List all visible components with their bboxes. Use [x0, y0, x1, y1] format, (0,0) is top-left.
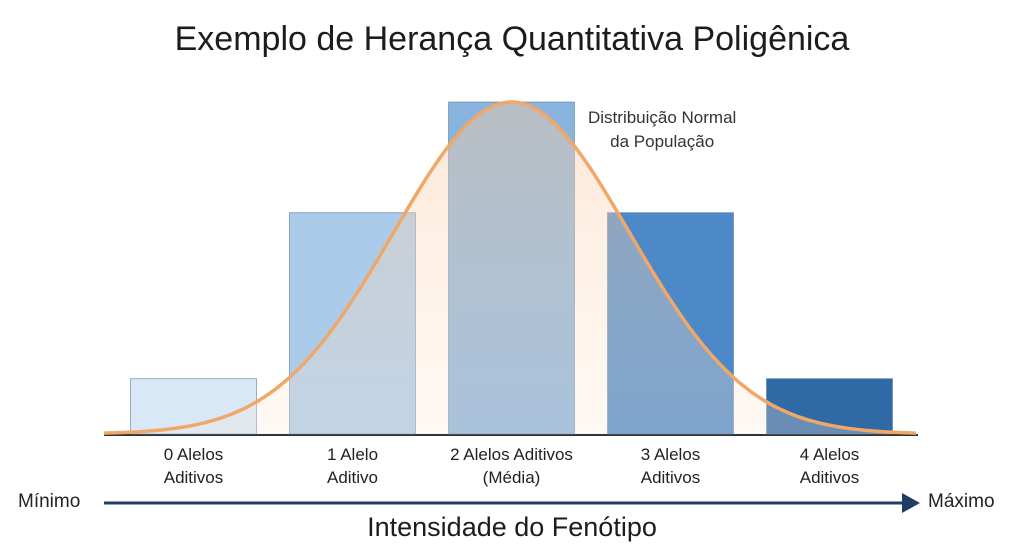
annotation: Distribuição Normal da População: [588, 108, 737, 151]
x-tick-label: 4 Alelos Aditivos: [799, 445, 860, 487]
normal-curve: [103, 100, 917, 435]
x-axis-label: Intensidade do Fenótipo: [367, 512, 657, 542]
arrow-head: [902, 493, 920, 513]
x-max-label: Máximo: [928, 491, 995, 512]
x-tick-label: 1 Alelo Aditivo: [326, 445, 379, 487]
x-tick-label: 2 Alelos Aditivos (Média): [450, 445, 573, 487]
x-min-label: Mínimo: [18, 491, 81, 512]
chart-title: Exemplo de Herança Quantitativa Poligêni…: [174, 20, 850, 58]
curve-fill: [104, 102, 918, 434]
x-tick-label: 3 Alelos Aditivos: [640, 445, 701, 487]
x-tick-label: 0 Alelos Aditivos: [163, 445, 224, 487]
